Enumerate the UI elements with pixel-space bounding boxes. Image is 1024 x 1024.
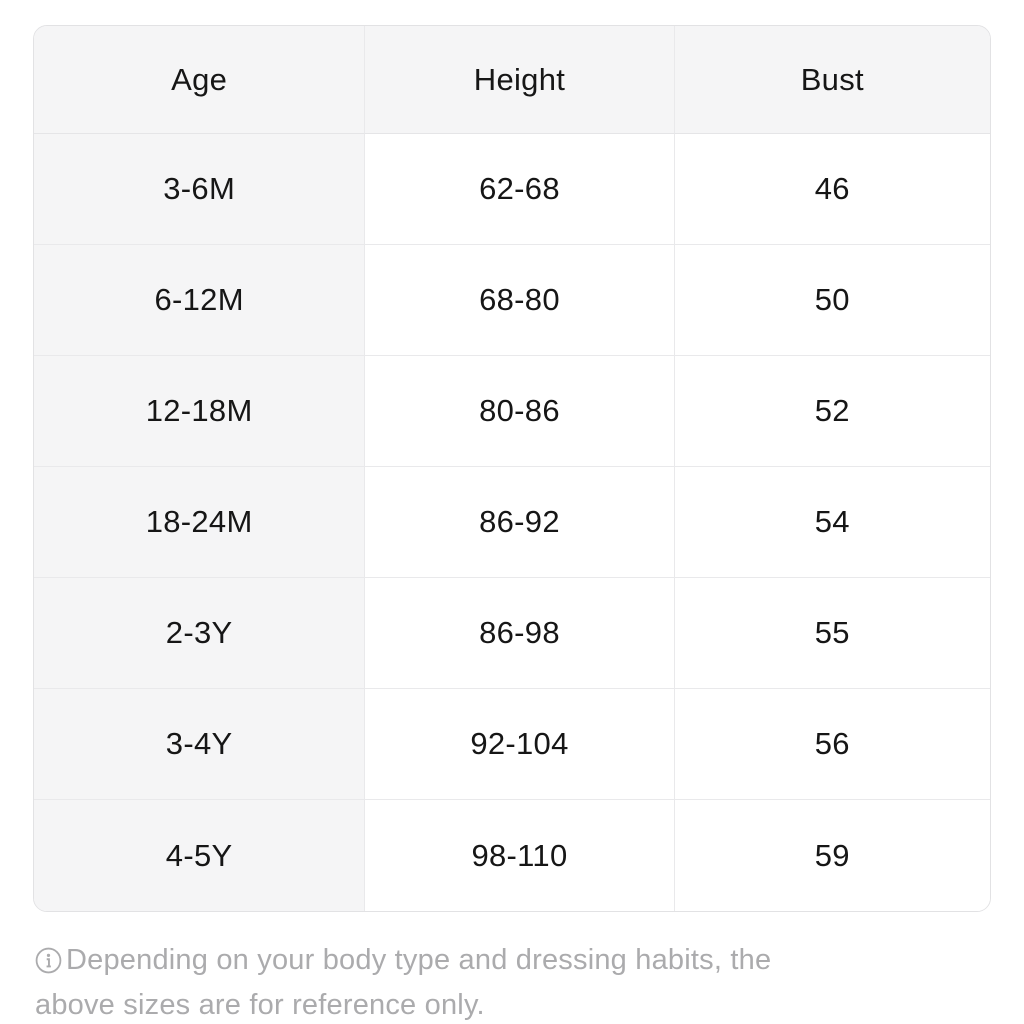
table-row: 3-4Y 92-104 56 (34, 689, 990, 800)
disclaimer-text-line1: Depending on your body type and dressing… (66, 944, 772, 976)
column-header-height: Height (365, 26, 675, 134)
bust-cell: 56 (674, 689, 990, 800)
bust-cell: 50 (674, 245, 990, 356)
height-cell: 62-68 (365, 134, 675, 245)
age-cell: 18-24M (34, 467, 366, 578)
table-row: 2-3Y 86-98 55 (34, 578, 990, 689)
info-circle-icon (35, 947, 62, 974)
height-cell: 86-92 (365, 467, 675, 578)
disclaimer-note: Depending on your body type and dressing… (35, 938, 965, 1024)
age-cell: 2-3Y (34, 578, 366, 689)
bust-cell: 54 (674, 467, 990, 578)
bust-cell: 46 (674, 134, 990, 245)
height-cell: 92-104 (365, 689, 675, 800)
table-row: 12-18M 80-86 52 (34, 356, 990, 467)
age-cell: 4-5Y (34, 800, 366, 911)
disclaimer-text-line2: above sizes are for reference only. (35, 989, 485, 1021)
column-header-age: Age (34, 26, 366, 134)
disclaimer-line-1: Depending on your body type and dressing… (35, 938, 965, 983)
age-cell: 3-6M (34, 134, 366, 245)
bust-cell: 55 (674, 578, 990, 689)
table-row: 4-5Y 98-110 59 (34, 800, 990, 911)
height-cell: 98-110 (365, 800, 675, 911)
table-row: 3-6M 62-68 46 (34, 134, 990, 245)
height-cell: 80-86 (365, 356, 675, 467)
age-cell: 3-4Y (34, 689, 366, 800)
column-header-bust: Bust (674, 26, 990, 134)
size-chart-table: Age Height Bust 3-6M 62-68 46 6-12M 68-8… (33, 25, 991, 912)
height-cell: 86-98 (365, 578, 675, 689)
height-cell: 68-80 (365, 245, 675, 356)
bust-cell: 59 (674, 800, 990, 911)
age-cell: 6-12M (34, 245, 366, 356)
bust-cell: 52 (674, 356, 990, 467)
table-row: 6-12M 68-80 50 (34, 245, 990, 356)
age-cell: 12-18M (34, 356, 366, 467)
table-header-row: Age Height Bust (34, 26, 990, 134)
table-row: 18-24M 86-92 54 (34, 467, 990, 578)
